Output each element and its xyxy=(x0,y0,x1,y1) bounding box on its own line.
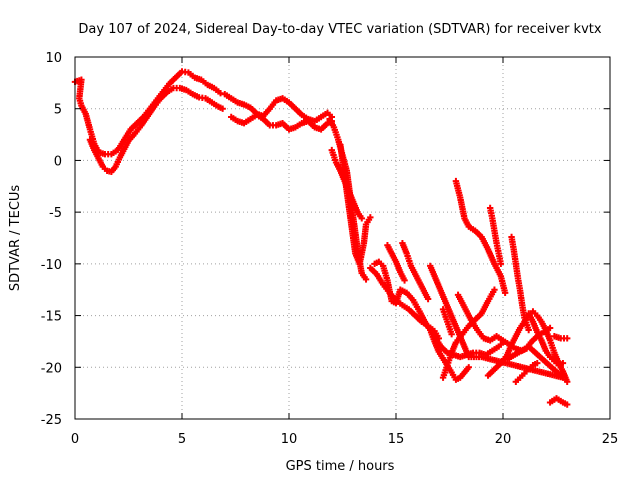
x-tick-label: 10 xyxy=(281,432,298,447)
data-point xyxy=(424,295,432,303)
series-track-t xyxy=(525,310,567,369)
y-tick-label: -25 xyxy=(41,413,62,428)
data-point xyxy=(358,215,365,222)
data-point xyxy=(525,326,532,334)
y-tick-label: -5 xyxy=(49,206,62,221)
data-point xyxy=(534,359,541,367)
data-point xyxy=(559,359,567,367)
series-track-b xyxy=(86,84,226,176)
series-track-g xyxy=(328,146,365,222)
data-point xyxy=(362,276,370,283)
series-track-u xyxy=(546,395,571,408)
x-tick-label: 15 xyxy=(388,432,405,447)
y-tick-label: 10 xyxy=(45,51,62,66)
data-point xyxy=(504,355,511,363)
y-tick-label: 0 xyxy=(54,154,62,169)
series-track-x xyxy=(427,262,567,381)
x-tick-label: 20 xyxy=(495,432,512,447)
data-point xyxy=(564,335,571,342)
data-point xyxy=(367,214,374,221)
x-tick-label: 5 xyxy=(178,432,186,447)
data-point xyxy=(448,330,455,338)
data-point xyxy=(564,401,571,408)
grid xyxy=(75,57,610,419)
series-track-k xyxy=(384,242,408,284)
axes: 0 5 10 15 20 25 10 5 0 -5 -10 -15 -20 -25 xyxy=(41,51,619,447)
data-point xyxy=(219,105,226,112)
series-track-n xyxy=(439,286,498,381)
data-point xyxy=(465,364,472,371)
series-track-r xyxy=(486,204,505,268)
series-track-w xyxy=(551,333,571,342)
data-point xyxy=(497,260,505,268)
series-track-q xyxy=(452,177,509,297)
x-axis-label: GPS time / hours xyxy=(286,459,395,474)
x-tick-label: 25 xyxy=(602,432,619,447)
series-track-o xyxy=(439,306,455,338)
data-point xyxy=(401,277,408,284)
y-tick-label: 5 xyxy=(54,103,62,118)
series-track-d xyxy=(228,111,335,133)
x-tick-label: 0 xyxy=(71,432,79,447)
series-track-s xyxy=(508,233,532,334)
data-point xyxy=(217,90,224,97)
y-tick-label: -20 xyxy=(41,361,62,376)
data-point xyxy=(501,289,509,297)
chart-title: Day 107 of 2024, Sidereal Day-to-day VTE… xyxy=(78,22,601,37)
series-track-j xyxy=(399,239,432,303)
plot-frame xyxy=(74,56,611,420)
y-axis-label: SDTVAR / TECUs xyxy=(8,185,23,292)
data-point xyxy=(546,324,554,332)
data-point xyxy=(491,286,498,293)
series-track-c xyxy=(221,91,335,125)
y-tick-label: -15 xyxy=(41,310,62,325)
y-tick-label: -10 xyxy=(41,258,62,273)
data-point xyxy=(564,378,571,385)
plot-area xyxy=(71,68,571,408)
